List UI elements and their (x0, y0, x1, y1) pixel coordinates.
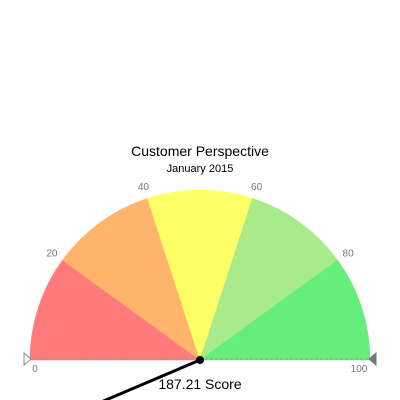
gauge-value-label: 187.21 Score (158, 376, 241, 392)
tick-label-80: 80 (343, 248, 355, 259)
gauge-band-1 (62, 198, 201, 361)
gauge-tick-labels: 0 20 40 60 80 100 (32, 182, 368, 375)
gauge-band-4 (199, 259, 371, 361)
gauge-band-3 (199, 198, 338, 361)
gauge-pivot (196, 356, 204, 364)
gauge-bands (29, 189, 371, 361)
axis-min-marker-icon (23, 351, 32, 367)
gauge-band-2 (147, 189, 253, 361)
chart-title: Customer Perspective (131, 143, 269, 159)
tick-label-100: 100 (351, 364, 368, 375)
tick-label-20: 20 (46, 248, 58, 259)
gauge-band-0 (29, 259, 201, 361)
tick-label-0: 0 (32, 364, 38, 375)
tick-label-40: 40 (138, 182, 150, 193)
axis-max-marker-icon (368, 351, 377, 367)
tick-label-60: 60 (251, 182, 263, 193)
gauge-needle (102, 358, 202, 400)
chart-subtitle: January 2015 (167, 163, 234, 175)
